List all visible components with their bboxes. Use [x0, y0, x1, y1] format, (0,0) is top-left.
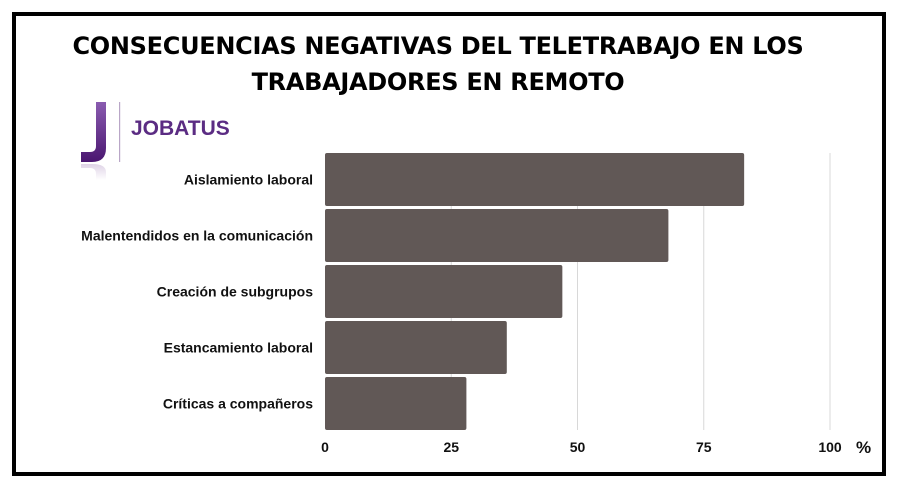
- x-tick-label: 75: [696, 439, 712, 455]
- logo-text: JOBATUS: [131, 117, 230, 140]
- category-label: Aislamiento laboral: [184, 172, 313, 188]
- x-axis-label: %: [856, 438, 871, 457]
- jobatus-logo: [81, 102, 121, 180]
- bar: [325, 265, 563, 318]
- category-label: Malentendidos en la comunicación: [81, 228, 313, 244]
- title-line-1: CONSECUENCIAS NEGATIVAS DEL TELETRABAJO …: [72, 32, 804, 60]
- chart-title: CONSECUENCIAS NEGATIVAS DEL TELETRABAJO …: [0, 28, 876, 100]
- x-tick-label: 25: [443, 439, 459, 455]
- x-tick-label: 0: [321, 439, 329, 455]
- x-tick-label: 100: [818, 439, 842, 455]
- logo-j-mark: [81, 102, 106, 162]
- category-label: Creación de subgrupos: [157, 284, 314, 300]
- bar: [325, 377, 467, 430]
- category-label: Estancamiento laboral: [164, 340, 313, 356]
- title-line-2: TRABAJADORES EN REMOTO: [251, 68, 625, 96]
- bar: [325, 153, 745, 206]
- category-label: Críticas a compañeros: [163, 396, 313, 412]
- bar: [325, 209, 669, 262]
- x-tick-label: 50: [570, 439, 586, 455]
- bar: [325, 321, 507, 374]
